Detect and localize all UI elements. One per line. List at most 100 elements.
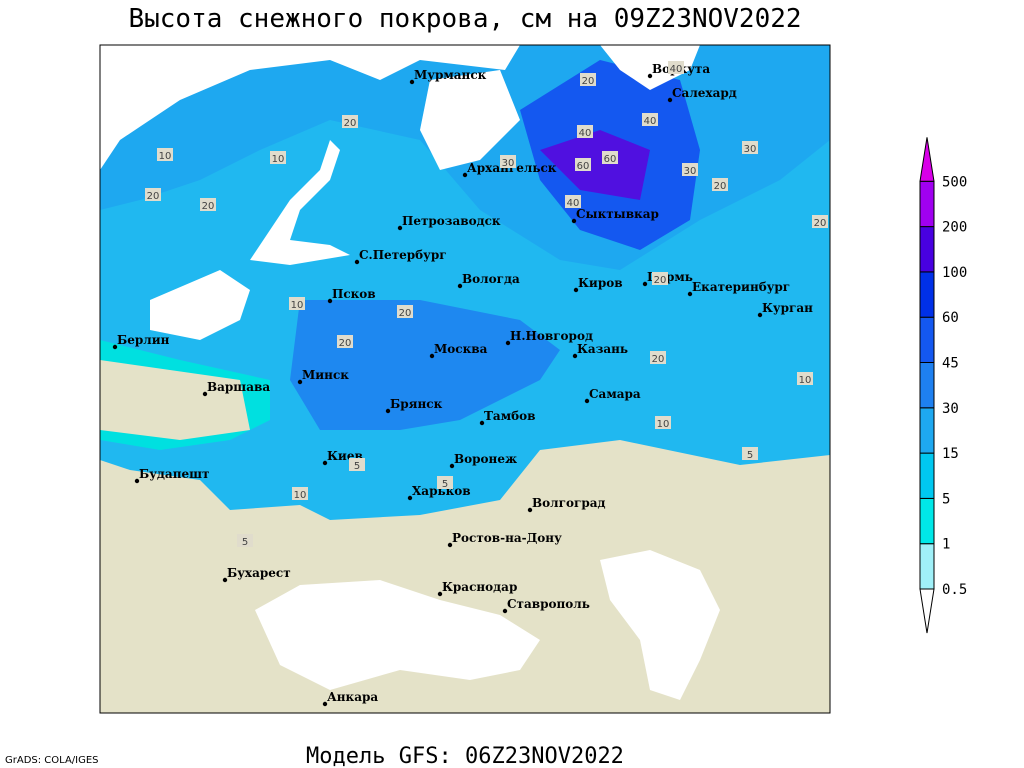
contour-label: 5 — [442, 479, 448, 490]
city-dot — [502, 608, 508, 614]
city-label: С.Петербург — [359, 248, 447, 262]
contour-label: 20 — [714, 181, 727, 192]
legend-swatch — [919, 452, 935, 499]
city-label: Краснодар — [442, 580, 517, 594]
contour-label-box — [812, 215, 828, 228]
city-dot — [112, 344, 118, 350]
legend-level: 15 — [942, 446, 959, 462]
city-label: Вологда — [462, 272, 520, 286]
contour-label-box — [577, 125, 593, 138]
city-dot — [409, 79, 415, 85]
city-label: Самара — [589, 387, 641, 401]
city-dot — [571, 218, 577, 224]
legend-swatch — [919, 497, 935, 545]
contour-label-box — [655, 416, 671, 429]
contour-label-box — [270, 151, 286, 164]
map-frame — [99, 44, 831, 714]
city-label: Будапешт — [139, 467, 209, 481]
legend-swatch — [919, 271, 935, 318]
city-dot — [202, 391, 208, 397]
contour-label: 5 — [242, 537, 248, 548]
legend-level: 0.5 — [942, 582, 967, 598]
contour-label-box — [742, 447, 758, 460]
city-label: Киров — [578, 276, 623, 290]
city-dot — [385, 408, 391, 414]
land — [100, 360, 250, 440]
legend-swatch — [919, 543, 935, 590]
map — [100, 45, 830, 713]
city-label: Варшава — [207, 380, 270, 394]
contour-label-box — [337, 335, 353, 348]
city-dot — [572, 353, 578, 359]
contour-label-box — [682, 163, 698, 176]
city-dot — [407, 495, 413, 501]
contour-label: 10 — [657, 419, 670, 430]
legend-swatch — [919, 180, 935, 228]
contour-label: 20 — [814, 218, 827, 229]
contour-label: 10 — [291, 300, 304, 311]
city-label: Н.Новгород — [510, 329, 593, 343]
city-dot — [322, 701, 328, 707]
contour-label: 10 — [272, 154, 285, 165]
contour-label: 40 — [670, 64, 683, 75]
contour-label-box — [652, 272, 668, 285]
contour-label-box — [157, 148, 173, 161]
contour-label-box — [289, 297, 305, 310]
legend-level: 200 — [942, 220, 967, 236]
city-label: Тамбов — [484, 409, 535, 423]
city-dot — [647, 73, 653, 79]
city-dot — [322, 460, 328, 466]
contour-label-box — [580, 73, 596, 86]
city-label: Екатеринбург — [692, 280, 790, 294]
city-dot — [437, 591, 443, 597]
city-dot — [447, 542, 453, 548]
city-label: Волгоград — [532, 496, 605, 510]
legend-level: 30 — [942, 401, 959, 417]
contour-label: 40 — [567, 198, 580, 209]
contour-label: 20 — [344, 118, 357, 129]
contour-label-box — [349, 458, 365, 471]
contour-label-box — [712, 178, 728, 191]
city-dot — [429, 353, 435, 359]
legend-triangle — [919, 588, 935, 634]
city-dot — [297, 379, 303, 385]
caspian-sea — [600, 550, 720, 700]
city-label: Курган — [762, 301, 813, 315]
city-label: Воронеж — [454, 452, 517, 466]
contour-label: 60 — [577, 161, 590, 172]
city-label: Салехард — [672, 86, 737, 100]
subtitle: Модель GFS: 06Z23NOV2022 — [306, 744, 624, 768]
city-dot — [327, 298, 333, 304]
legend-level: 45 — [942, 356, 959, 372]
city-dot — [527, 507, 533, 513]
city-dot — [757, 312, 763, 318]
sea — [150, 270, 250, 340]
city-dot — [449, 463, 455, 469]
contour-label: 20 — [652, 354, 665, 365]
city-label: Бухарест — [227, 566, 291, 580]
city-dot — [642, 281, 648, 287]
contour-label: 5 — [747, 450, 753, 461]
contour-label: 20 — [654, 275, 667, 286]
legend-triangle — [919, 137, 935, 182]
city-dot — [397, 225, 403, 231]
snow-area — [290, 300, 560, 430]
city-dot — [134, 478, 140, 484]
city-label: Сыктывкар — [576, 207, 659, 221]
contour-label: 20 — [399, 308, 412, 319]
contour-label-box — [797, 372, 813, 385]
legend-swatch — [919, 226, 935, 273]
city-label: Минск — [302, 368, 349, 382]
city-dot — [462, 172, 468, 178]
contour-label: 40 — [644, 116, 657, 127]
city-dot — [573, 287, 579, 293]
city-label: Берлин — [117, 333, 170, 347]
contour-label: 10 — [799, 375, 812, 386]
snow-area — [540, 130, 650, 200]
contour-label-box — [397, 305, 413, 318]
contour-label-box — [292, 487, 308, 500]
contour-label: 30 — [684, 166, 697, 177]
title: Высота снежного покрова, см на 09Z23NOV2… — [128, 4, 801, 34]
contour-label: 10 — [159, 151, 172, 162]
